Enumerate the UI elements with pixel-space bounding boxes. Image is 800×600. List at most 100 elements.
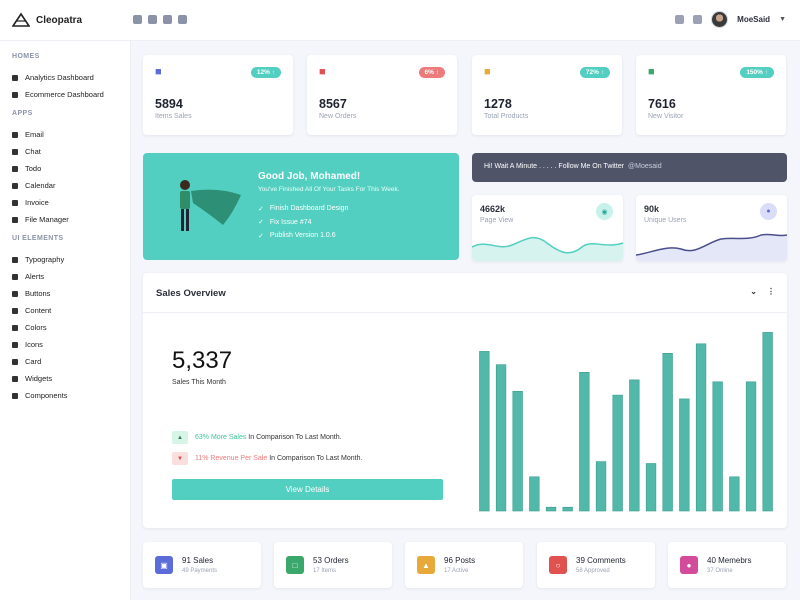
sidebar-item-components[interactable]: Components [0, 387, 130, 404]
app-name: Cleopatra [36, 14, 83, 26]
summary-card: □ 53 Orders 17 Items [274, 542, 392, 588]
bar [695, 343, 707, 512]
summary-card: ○ 39 Comments 58 Approved [537, 542, 655, 588]
task-label: Fix Issue #74 [269, 218, 312, 226]
page-view-card: 4662k Page View ◉ [472, 195, 623, 261]
superhero-illustration [180, 180, 241, 231]
bar [479, 351, 490, 512]
sidebar-item-calendar[interactable]: Calendar [0, 177, 130, 194]
summary-subtitle: 58 Approved [576, 568, 610, 574]
cart-icon: □ [286, 556, 304, 574]
eye-icon: ◉ [596, 203, 613, 220]
sidebar-item-label: File Manager [25, 215, 69, 224]
sidebar-section-title: HOMES [12, 53, 40, 60]
messages-icon[interactable] [675, 15, 685, 24]
bar [612, 394, 623, 512]
sidebar-item-widgets[interactable]: Widgets [0, 370, 130, 387]
trend-badge: 12% ↑ [250, 67, 281, 78]
stat-label: Items Sales [155, 113, 192, 120]
sidebar-item-analytics-dashboard[interactable]: Analytics Dashboard [0, 69, 130, 86]
sidebar-item-todo[interactable]: Todo [0, 160, 130, 177]
user-name[interactable]: MoeSaid [737, 15, 771, 24]
view-details-button[interactable]: View Details [172, 479, 443, 500]
sidebar-item-label: Calendar [25, 181, 56, 190]
arrow-down-icon: ▼ [172, 452, 188, 465]
bar [629, 379, 640, 512]
sidebar-item-alerts[interactable]: Alerts [0, 268, 130, 285]
chat-icon[interactable] [148, 15, 157, 24]
sitemap-icon: ■ [484, 66, 491, 78]
sidebar-item-label: Colors [25, 323, 47, 332]
summary-subtitle: 37 Online [707, 568, 733, 574]
arrow-up-icon: ▲ [172, 431, 188, 444]
bar [729, 476, 740, 512]
twitter-banner[interactable]: Hi! Wait A Minute . . . . . Follow Me On… [472, 153, 787, 182]
menu-icon [12, 375, 18, 382]
sidebar-item-typography[interactable]: Typography [0, 251, 130, 268]
wallet-icon: ▣ [155, 556, 173, 574]
summary-title: 91 Sales [182, 556, 214, 565]
bar [712, 381, 723, 512]
comparison-down: ▼ 11% Revenue Per Sale In Comparison To … [172, 452, 362, 465]
sidebar-item-icons[interactable]: Icons [0, 336, 130, 353]
trend-badge: 150% ↑ [740, 67, 774, 78]
cart-icon: ■ [155, 66, 162, 78]
stat-value: 5894 [155, 97, 183, 111]
stat-card: ■ 150% ↑ 7616 New Visitor [636, 55, 786, 135]
sidebar-item-content[interactable]: Content [0, 302, 130, 319]
stat-value: 7616 [648, 97, 676, 111]
stat-label: New Orders [319, 113, 357, 120]
summary-title: 40 Memebrs [707, 556, 752, 565]
sidebar-item-chat[interactable]: Chat [0, 143, 130, 160]
sales-title: Sales Overview [156, 288, 226, 299]
bar [645, 463, 657, 512]
sidebar-item-file-manager[interactable]: File Manager [0, 211, 130, 228]
stat-card: ■ 72% ↑ 1278 Total Products [472, 55, 622, 135]
page-view-sparkline [472, 236, 623, 261]
chevron-down-icon[interactable]: ▼ [779, 16, 786, 23]
sidebar-item-colors[interactable]: Colors [0, 319, 130, 336]
bar [679, 398, 690, 512]
menu-icon [12, 341, 18, 348]
comment-icon: ○ [549, 556, 567, 574]
trend-badge: 6% ↑ [418, 67, 445, 78]
stat-value: 8567 [319, 97, 347, 111]
inbox-icon[interactable] [133, 15, 142, 24]
bar [495, 364, 507, 512]
sidebar-item-buttons[interactable]: Buttons [0, 285, 130, 302]
sidebar-section-title: UI ELEMENTS [12, 235, 64, 242]
congrats-card: Good Job, Mohamed! You've Finished All O… [143, 153, 459, 260]
sidebar-item-ecommerce-dashboard[interactable]: Ecommerce Dashboard [0, 86, 130, 103]
summary-subtitle: 49 Payments [182, 568, 218, 574]
bar [762, 332, 773, 512]
unique-users-card: 90k Unique Users ● [636, 195, 787, 261]
sidebar-item-label: Icons [25, 340, 43, 349]
mini-value: 90k [644, 204, 660, 214]
bar [662, 352, 673, 512]
twitter-handle[interactable]: @Moesaid [628, 163, 662, 170]
menu-icon [12, 182, 18, 189]
bar [579, 371, 590, 512]
menu-icon [12, 307, 18, 314]
sidebar-item-invoice[interactable]: Invoice [0, 194, 130, 211]
summary-subtitle: 17 Active [444, 568, 469, 574]
sidebar-item-card[interactable]: Card [0, 353, 130, 370]
sidebar-item-label: Widgets [25, 374, 53, 383]
menu-icon [12, 392, 18, 399]
app-logo[interactable]: Cleopatra [12, 12, 82, 28]
bar [562, 506, 573, 512]
sidebar-item-email[interactable]: Email [0, 126, 130, 143]
menu-icon [12, 91, 18, 98]
collapse-icon[interactable]: ⌄ [750, 287, 757, 296]
down-highlight: 11% Revenue Per Sale [195, 455, 268, 462]
task-label: Finish Dashboard Design [269, 205, 349, 213]
menu-icon [12, 324, 18, 331]
check-icon[interactable] [163, 15, 172, 24]
more-options-icon[interactable]: ⋮ [767, 287, 775, 296]
avatar[interactable] [711, 11, 729, 28]
sidebar-item-label: Content [25, 306, 52, 315]
calendar-icon[interactable] [178, 15, 187, 24]
user-icon: ● [760, 203, 777, 220]
menu-icon [12, 358, 18, 365]
notification-icon[interactable] [693, 15, 703, 24]
